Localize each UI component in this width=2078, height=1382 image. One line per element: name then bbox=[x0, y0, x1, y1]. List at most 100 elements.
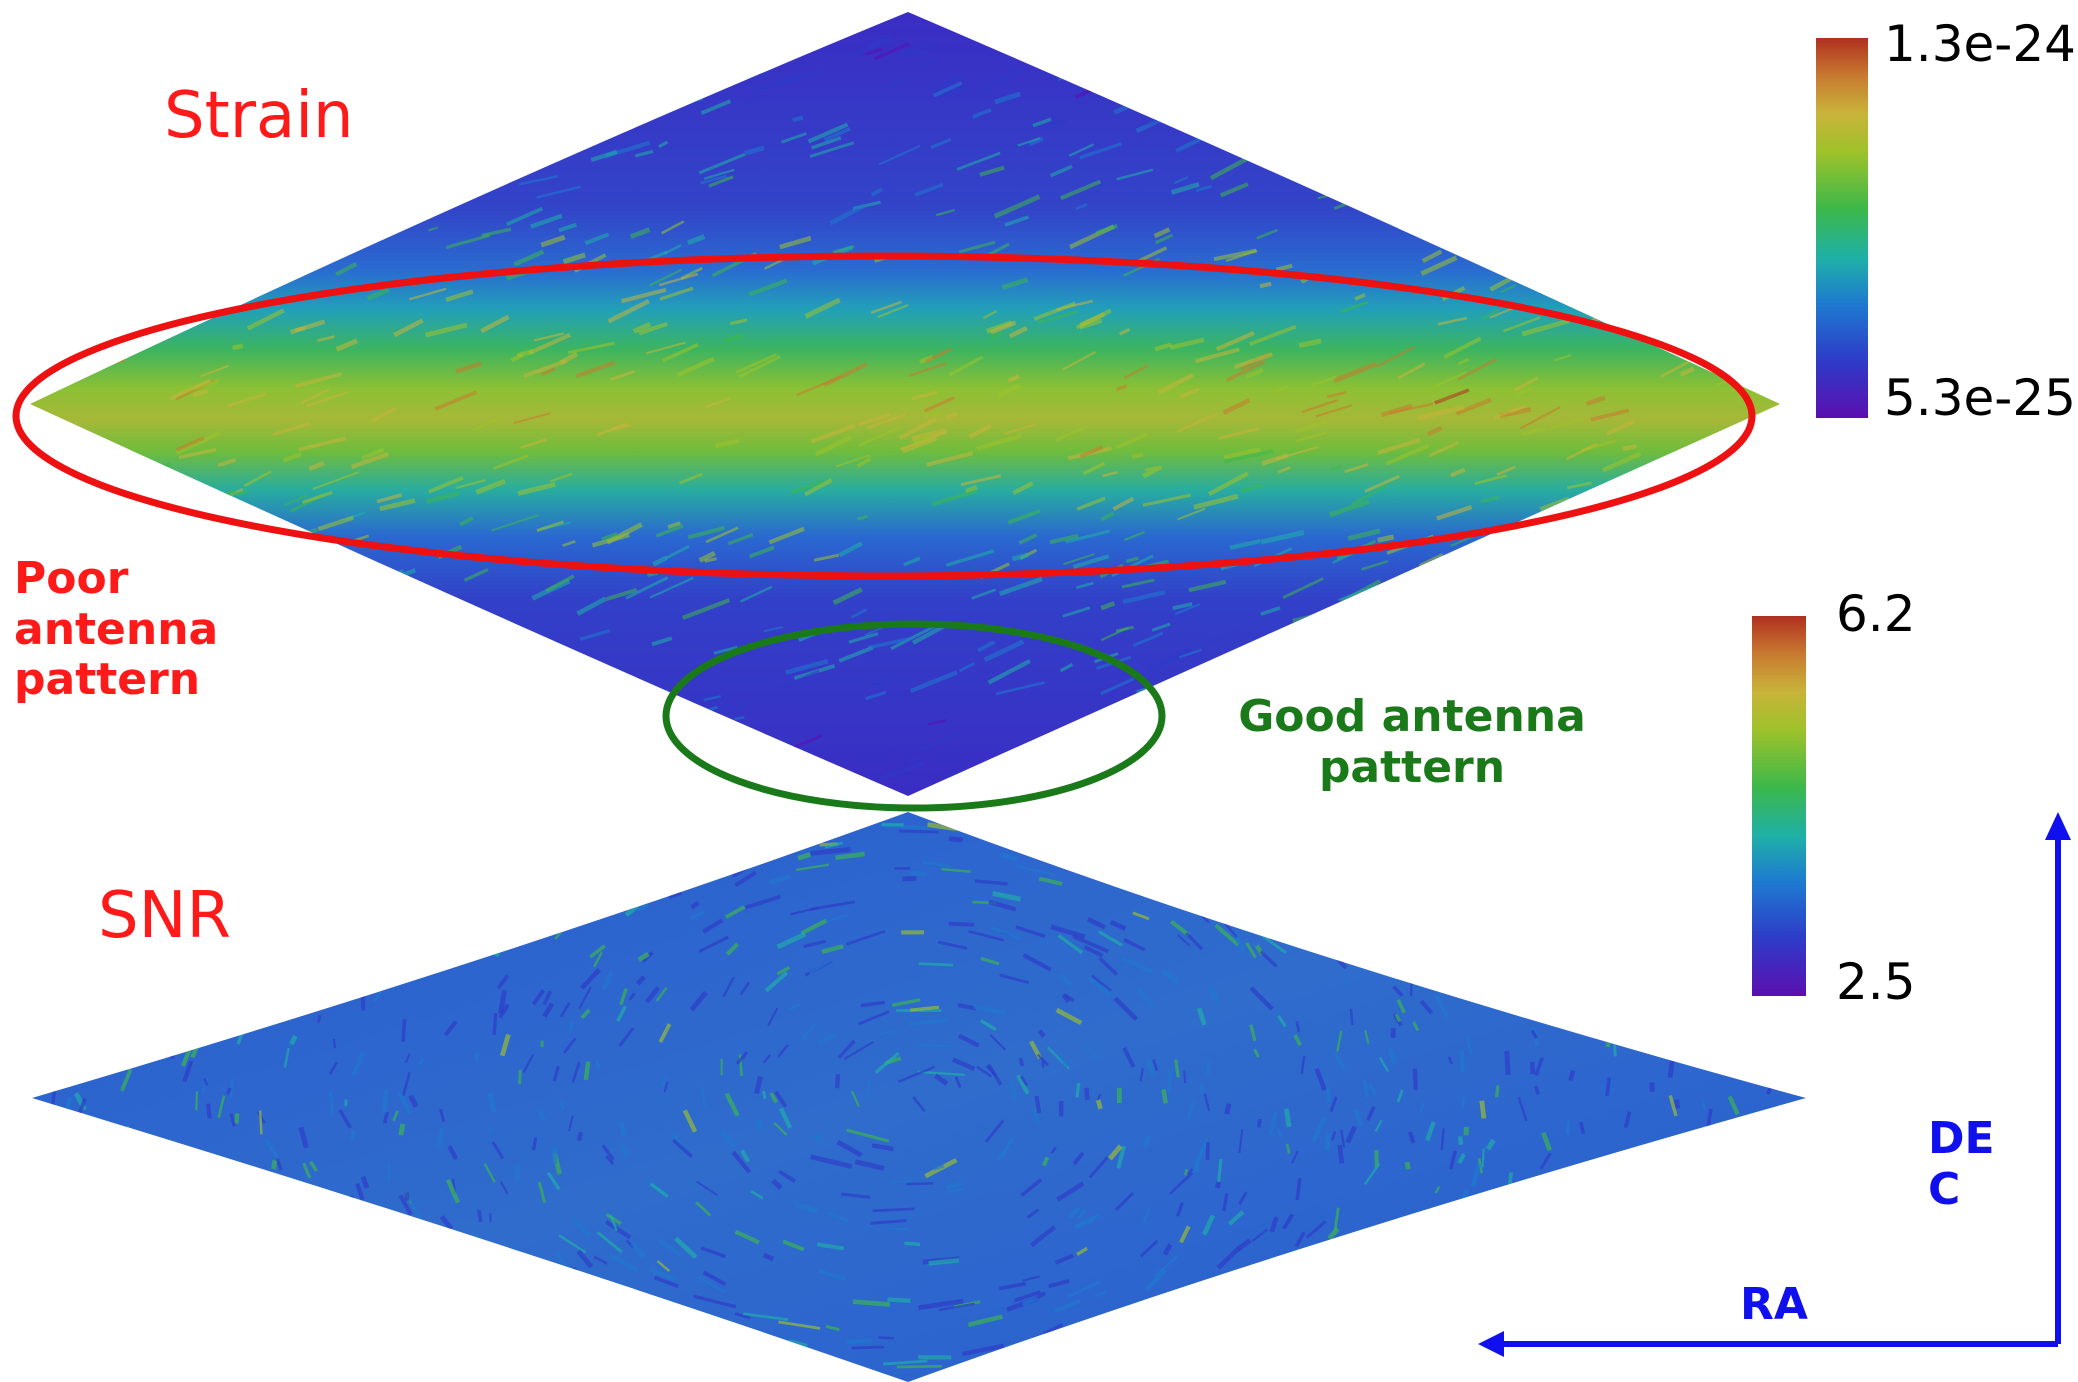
snr-texture-streak bbox=[319, 1308, 341, 1329]
strain-texture-streak bbox=[838, 541, 863, 558]
snr-texture-streak bbox=[1059, 1054, 1070, 1068]
strain-texture-streak bbox=[621, 30, 650, 48]
snr-texture-streak bbox=[1222, 1192, 1229, 1212]
snr-texture-streak bbox=[453, 900, 471, 924]
strain-texture-streak bbox=[432, 681, 473, 699]
snr-texture-streak bbox=[389, 1299, 408, 1319]
strain-texture-streak bbox=[1559, 113, 1585, 124]
snr-texture-streak bbox=[1037, 1029, 1046, 1038]
strain-texture-streak bbox=[567, 341, 615, 355]
snr-texture-streak bbox=[575, 865, 590, 878]
strain-texture-streak bbox=[58, 714, 97, 733]
snr-texture-streak bbox=[1377, 1376, 1399, 1382]
snr-texture-streak bbox=[286, 831, 300, 856]
snr-texture-streak bbox=[1587, 1013, 1594, 1025]
snr-texture-streak bbox=[1215, 1181, 1222, 1189]
strain-texture-streak bbox=[1213, 248, 1257, 262]
strain-texture-streak bbox=[335, 338, 358, 352]
strain-texture-streak bbox=[663, 244, 682, 256]
strain-texture-streak bbox=[1521, 158, 1553, 168]
strain-texture-streak bbox=[455, 361, 483, 374]
ra-arrow-head bbox=[1478, 1331, 1504, 1357]
snr-texture-streak bbox=[787, 1002, 802, 1012]
snr-texture-streak bbox=[1628, 890, 1637, 900]
snr-texture-streak bbox=[1285, 1143, 1291, 1154]
snr-texture-streak bbox=[275, 973, 289, 989]
snr-texture-streak bbox=[762, 1053, 772, 1064]
snr-texture-streak bbox=[59, 934, 69, 945]
snr-texture-streak bbox=[742, 1312, 789, 1322]
strain-texture-streak bbox=[748, 545, 775, 559]
strain-texture-streak bbox=[1142, 493, 1191, 507]
strain-texture-streak bbox=[376, 27, 407, 45]
snr-texture-streak bbox=[101, 1233, 108, 1252]
snr-texture-streak bbox=[1226, 1341, 1261, 1361]
strain-texture-streak bbox=[267, 176, 288, 187]
strain-texture-streak bbox=[1622, 443, 1637, 451]
strain-texture-streak bbox=[849, 34, 892, 58]
snr-texture-streak bbox=[1216, 1343, 1241, 1359]
strain-texture-streak bbox=[467, 764, 489, 774]
strain-texture-streak bbox=[1437, 91, 1468, 103]
strain-texture-streak bbox=[655, 524, 684, 538]
snr-texture-streak bbox=[1056, 1181, 1085, 1202]
strain-texture-streak bbox=[409, 287, 447, 301]
strain-texture-streak bbox=[217, 774, 259, 791]
snr-texture-streak bbox=[776, 931, 807, 950]
snr-texture-streak bbox=[636, 975, 646, 986]
strain-texture-streak bbox=[455, 479, 486, 490]
snr-texture-streak bbox=[1326, 851, 1349, 866]
snr-texture-streak bbox=[649, 1267, 677, 1282]
snr-texture-streak bbox=[580, 1008, 591, 1020]
snr-texture-streak bbox=[821, 944, 844, 955]
snr-texture-streak bbox=[1193, 814, 1205, 824]
snr-texture-streak bbox=[1441, 1312, 1449, 1323]
snr-texture-streak bbox=[1586, 1004, 1601, 1023]
snr-texture-streak bbox=[1029, 1225, 1057, 1248]
strain-texture-streak bbox=[1500, 284, 1517, 294]
snr-texture-streak bbox=[771, 1178, 783, 1190]
strain-texture-streak bbox=[739, 48, 785, 70]
strain-texture-streak bbox=[1294, 419, 1328, 434]
strain-texture-streak bbox=[1558, 216, 1585, 230]
strain-texture-streak bbox=[804, 478, 833, 497]
snr-texture-streak bbox=[984, 1119, 1005, 1143]
strain-texture-streak bbox=[1397, 362, 1426, 380]
strain-texture-streak bbox=[1233, 352, 1273, 369]
strain-texture-streak bbox=[1340, 300, 1369, 314]
snr-texture-streak bbox=[1485, 1138, 1496, 1151]
snr-texture-streak bbox=[1142, 1134, 1152, 1149]
snr-texture-streak bbox=[96, 1369, 103, 1381]
strain-texture-streak bbox=[455, 122, 504, 140]
snr-texture-streak bbox=[628, 992, 636, 1001]
strain-texture-streak bbox=[681, 598, 731, 620]
strain-texture-streak bbox=[1532, 546, 1546, 557]
strain-texture-streak bbox=[1240, 483, 1263, 493]
strain-texture-streak bbox=[1482, 168, 1529, 189]
strain-texture-streak bbox=[1772, 425, 1780, 438]
strain-texture-streak bbox=[911, 624, 945, 645]
snr-texture-streak bbox=[1050, 924, 1086, 939]
snr-texture-streak bbox=[1435, 1305, 1447, 1321]
strain-texture-streak bbox=[328, 602, 356, 613]
snr-texture-streak bbox=[1108, 1358, 1125, 1368]
snr-texture-streak bbox=[1300, 828, 1325, 843]
snr-texture-streak bbox=[941, 867, 971, 873]
strain-texture-streak bbox=[713, 645, 738, 655]
strain-texture-streak bbox=[545, 574, 575, 593]
strain-texture-streak bbox=[465, 670, 488, 682]
strain-texture-streak bbox=[1756, 178, 1780, 194]
strain-texture-streak bbox=[977, 640, 996, 653]
snr-texture-streak bbox=[1224, 1103, 1232, 1115]
strain-texture-streak bbox=[136, 303, 153, 312]
snr-texture-streak bbox=[1434, 994, 1449, 1019]
snr-texture-streak bbox=[225, 1087, 232, 1095]
snr-texture-streak bbox=[998, 1281, 1027, 1291]
strain-texture-streak bbox=[298, 436, 347, 452]
strain-colorbar bbox=[1816, 38, 1868, 418]
snr-texture-streak bbox=[1179, 1225, 1191, 1244]
snr-texture-streak bbox=[1318, 875, 1332, 885]
snr-texture-streak bbox=[954, 1076, 962, 1089]
snr-texture-streak bbox=[280, 1361, 287, 1372]
strain-texture-streak bbox=[385, 95, 434, 111]
